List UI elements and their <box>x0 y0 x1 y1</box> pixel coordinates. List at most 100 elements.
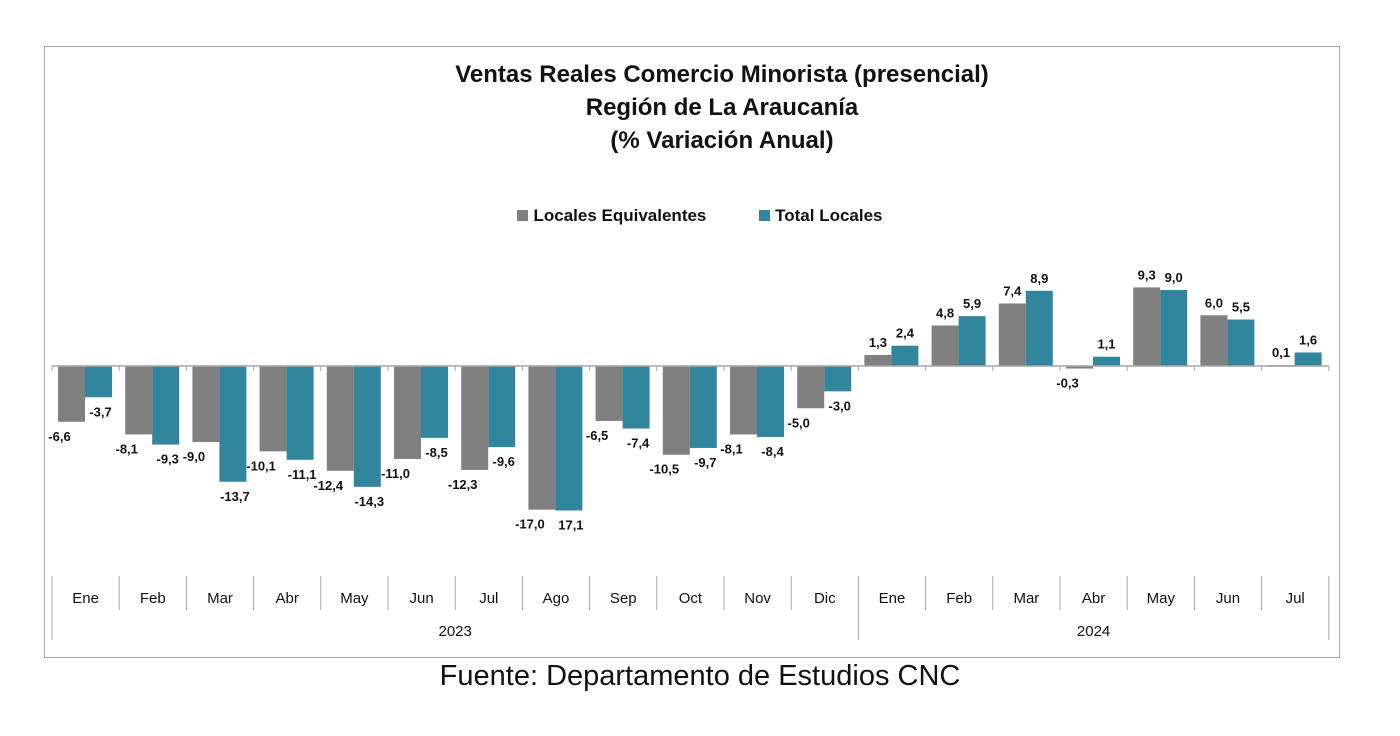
data-label-total-locales: -14,3 <box>354 494 384 509</box>
x-tick-label: Dic <box>814 590 836 607</box>
bar-total-locales <box>1160 289 1188 366</box>
x-tick-label: May <box>1147 590 1176 607</box>
bar-total-locales <box>1093 356 1120 366</box>
x-group-label: 2023 <box>439 623 472 640</box>
x-tick-label: Abr <box>276 590 299 607</box>
data-label-total-locales: 17,1 <box>558 517 583 532</box>
chart-legend: Locales Equivalentes Total Locales <box>0 206 1400 226</box>
bar-total-locales <box>958 316 986 366</box>
data-label-locales-equivalentes: -10,5 <box>649 462 679 477</box>
data-label-locales-equivalentes: 6,0 <box>1205 295 1223 310</box>
data-label-locales-equivalentes: 4,8 <box>936 305 954 320</box>
x-tick-label: Feb <box>140 590 166 607</box>
bar-total-locales <box>353 366 381 487</box>
bar-locales-equivalentes <box>461 366 489 470</box>
data-label-locales-equivalentes: -6,6 <box>48 429 70 444</box>
x-tick-label: Mar <box>1013 590 1039 607</box>
bar-locales-equivalentes <box>998 303 1026 366</box>
x-tick-label: Jun <box>1216 590 1240 607</box>
x-tick-label: Ago <box>543 590 570 607</box>
bar-total-locales <box>219 366 247 482</box>
data-label-total-locales: -9,7 <box>694 455 716 470</box>
data-label-total-locales: -11,1 <box>288 467 317 482</box>
chart-title-line-3: (% Variación Anual) <box>610 127 834 154</box>
bar-locales-equivalentes <box>797 366 825 409</box>
legend-item-locales-equivalentes: Locales Equivalentes <box>517 206 706 226</box>
x-tick-label: Jul <box>479 590 498 607</box>
x-tick-label: Ene <box>72 590 99 607</box>
x-tick-label: Jun <box>410 590 434 607</box>
bar-total-locales <box>85 366 112 398</box>
chart-title-line-2: Región de La Araucanía <box>585 94 859 121</box>
data-label-total-locales: 2,4 <box>896 326 915 341</box>
data-label-total-locales: -7,4 <box>627 436 650 451</box>
bar-total-locales <box>689 366 717 448</box>
data-label-locales-equivalentes: -6,5 <box>586 428 608 443</box>
data-label-locales-equivalentes: -8,1 <box>115 441 137 456</box>
data-label-locales-equivalentes: 1,3 <box>869 335 887 350</box>
bar-locales-equivalentes <box>125 366 153 435</box>
chart-frame <box>44 46 1340 658</box>
data-label-total-locales: 5,5 <box>1232 300 1250 315</box>
bar-locales-equivalentes <box>58 366 85 422</box>
x-tick-label: Nov <box>744 590 771 607</box>
data-label-total-locales: -9,6 <box>492 454 514 469</box>
data-label-total-locales: 9,0 <box>1165 270 1183 285</box>
chart-title-line-1: Ventas Reales Comercio Minorista (presen… <box>455 61 989 88</box>
x-tick-label: May <box>340 590 369 607</box>
data-label-locales-equivalentes: -11,0 <box>381 466 410 481</box>
data-label-locales-equivalentes: -5,0 <box>787 415 809 430</box>
bar-total-locales <box>1025 290 1053 366</box>
bar-total-locales <box>1227 319 1255 366</box>
bar-locales-equivalentes <box>1066 366 1093 369</box>
bar-locales-equivalentes <box>1200 315 1228 366</box>
data-label-locales-equivalentes: -12,4 <box>313 478 343 493</box>
x-tick-label: Oct <box>679 590 703 607</box>
bar-locales-equivalentes <box>931 325 959 366</box>
bar-locales-equivalentes <box>326 366 354 471</box>
x-tick-label: Mar <box>207 590 233 607</box>
bar-total-locales <box>824 366 852 392</box>
bar-locales-equivalentes <box>662 366 690 455</box>
data-label-total-locales: 5,9 <box>963 296 981 311</box>
data-label-locales-equivalentes: 9,3 <box>1138 267 1156 282</box>
legend-label-total-locales: Total Locales <box>775 206 883 225</box>
bar-total-locales <box>1294 352 1322 366</box>
data-label-total-locales: 1,6 <box>1299 332 1317 347</box>
bar-total-locales <box>152 366 180 445</box>
data-label-total-locales: -8,5 <box>425 445 447 460</box>
data-label-total-locales: 8,9 <box>1030 271 1048 286</box>
data-label-total-locales: -3,0 <box>828 398 850 413</box>
chart-title: Ventas Reales Comercio Minorista (presen… <box>44 58 1400 157</box>
legend-label-locales-equivalentes: Locales Equivalentes <box>533 206 707 225</box>
bar-locales-equivalentes <box>192 366 220 443</box>
bar-total-locales <box>555 366 583 511</box>
data-label-locales-equivalentes: -12,3 <box>448 477 478 492</box>
bar-locales-equivalentes <box>1133 287 1161 366</box>
bar-total-locales <box>622 366 650 429</box>
bar-total-locales <box>891 345 919 366</box>
x-tick-label: Sep <box>610 590 637 607</box>
data-label-locales-equivalentes: -0,3 <box>1056 376 1078 391</box>
x-tick-label: Feb <box>946 590 972 607</box>
data-label-locales-equivalentes: 0,1 <box>1272 345 1290 360</box>
x-tick-label: Jul <box>1286 590 1305 607</box>
bar-locales-equivalentes <box>864 355 892 366</box>
data-label-total-locales: -3,7 <box>89 404 111 419</box>
data-label-locales-equivalentes: -10,1 <box>246 458 276 473</box>
bar-locales-equivalentes <box>528 366 556 510</box>
data-label-total-locales: -9,3 <box>156 452 178 467</box>
bar-total-locales <box>488 366 516 448</box>
bar-total-locales <box>286 366 314 460</box>
data-label-total-locales: 1,1 <box>1097 337 1115 352</box>
data-label-total-locales: -13,7 <box>220 489 250 504</box>
legend-swatch-locales-equivalentes <box>517 210 529 221</box>
data-label-locales-equivalentes: -8,1 <box>720 441 742 456</box>
data-label-locales-equivalentes: 7,4 <box>1003 283 1022 298</box>
x-tick-label: Abr <box>1082 590 1105 607</box>
bar-total-locales <box>757 366 784 437</box>
data-label-locales-equivalentes: -9,0 <box>183 449 205 464</box>
x-tick-label: Ene <box>879 590 906 607</box>
bar-locales-equivalentes <box>394 366 421 459</box>
